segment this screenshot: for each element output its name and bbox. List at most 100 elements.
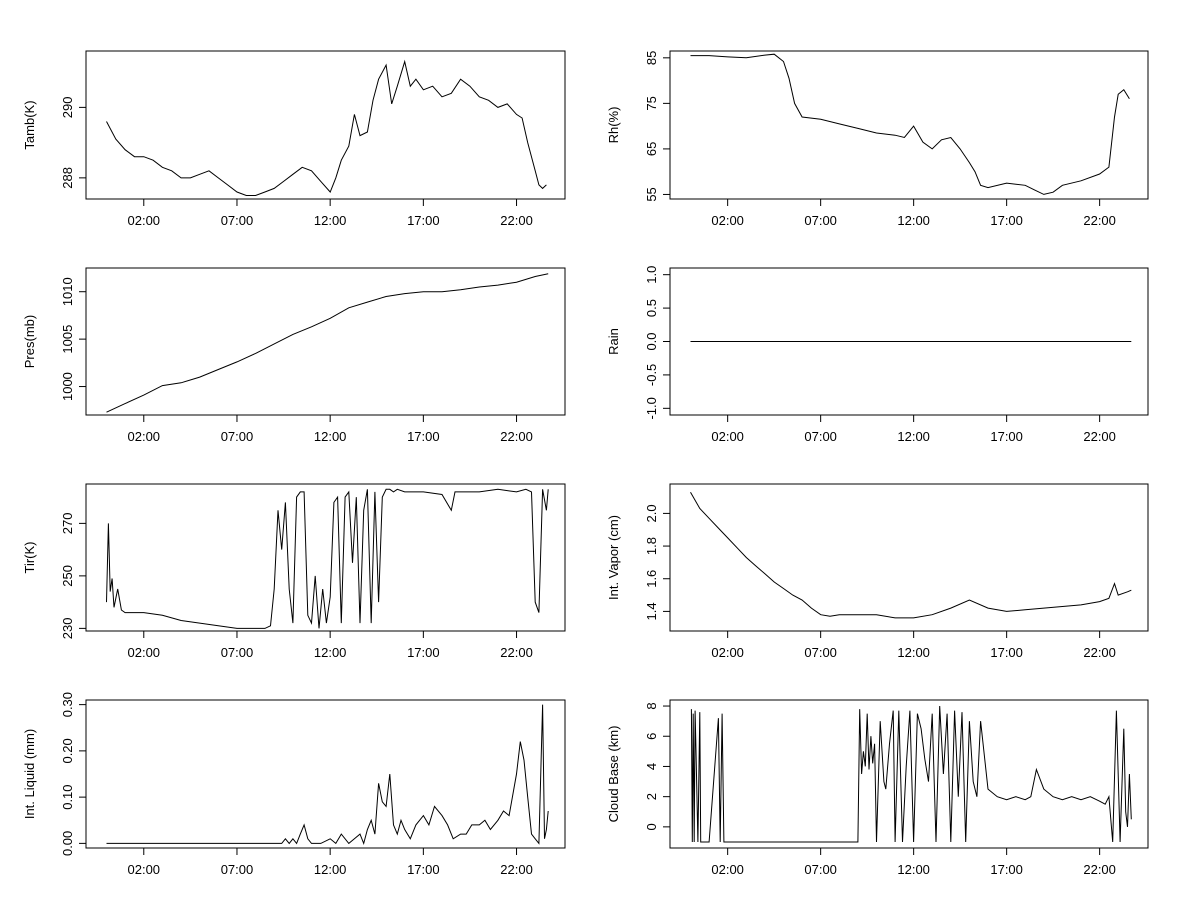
x-tick-label: 02:00 [711, 862, 744, 877]
series-line [690, 491, 1132, 619]
x-tick-label: 17:00 [407, 429, 440, 444]
series-line [106, 273, 549, 413]
y-tick-label: 230 [60, 618, 75, 640]
x-tick-label: 22:00 [1083, 862, 1116, 877]
x-tick-label: 17:00 [407, 862, 440, 877]
y-axis-label: Cloud Base (km) [606, 726, 621, 823]
y-tick-label: 6 [644, 733, 659, 740]
x-tick-label: 17:00 [407, 645, 440, 660]
y-tick-label: 1010 [60, 277, 75, 306]
x-tick-label: 17:00 [990, 213, 1023, 228]
y-axis-label: Rain [606, 328, 621, 355]
y-tick-label: 1.4 [644, 602, 659, 620]
x-tick-label: 07:00 [804, 213, 837, 228]
x-tick-label: 22:00 [1083, 645, 1116, 660]
y-tick-label: 0.30 [60, 692, 75, 717]
x-tick-label: 22:00 [1083, 213, 1116, 228]
series-line [106, 59, 547, 196]
x-tick-label: 12:00 [314, 213, 347, 228]
x-tick-label: 02:00 [128, 862, 161, 877]
plot-frame [669, 699, 1149, 849]
y-tick-label: 0.5 [644, 299, 659, 317]
plot-frame [85, 699, 566, 849]
x-tick-label: 12:00 [314, 862, 347, 877]
y-tick-label: 75 [644, 96, 659, 110]
panel-1: 02:00 07:00 12:00 17:00 22:00 288 290 Tamb(K) [22, 50, 566, 228]
panel-5: 02:00 07:00 12:00 17:00 22:00 230 250 270 Tir(K) [22, 483, 566, 660]
x-tick-label: 02:00 [128, 645, 161, 660]
plot-frame [85, 50, 566, 200]
x-tick-label: 12:00 [314, 429, 347, 444]
y-tick-label: 288 [60, 167, 75, 189]
x-tick-label: 12:00 [897, 645, 930, 660]
x-tick-label: 22:00 [500, 213, 533, 228]
y-tick-label: 0.0 [644, 332, 659, 350]
x-tick-label: 07:00 [221, 213, 254, 228]
y-tick-label: 0 [644, 823, 659, 830]
y-axis-label: Tamb(K) [22, 100, 37, 149]
panel-6: 02:00 07:00 12:00 17:00 22:00 1.4 1.6 1.8 2.0 Int… [606, 483, 1149, 660]
x-tick-label: 12:00 [897, 213, 930, 228]
x-tick-label: 17:00 [990, 429, 1023, 444]
y-axis-label: Int. Liquid (mm) [22, 729, 37, 819]
y-tick-label: 2.0 [644, 504, 659, 522]
y-tick-label: 0.20 [60, 738, 75, 763]
plot-frame [85, 483, 566, 632]
x-tick-label: 07:00 [804, 645, 837, 660]
series-line [690, 705, 1132, 843]
panel-3: 02:00 07:00 12:00 17:00 22:00 1000 1005 1010 Pre… [22, 267, 566, 444]
plot-frame [669, 50, 1149, 200]
x-tick-label: 17:00 [990, 862, 1023, 877]
series-line [106, 704, 549, 845]
x-tick-label: 02:00 [711, 645, 744, 660]
x-tick-label: 17:00 [990, 645, 1023, 660]
y-tick-label: 0.00 [60, 831, 75, 856]
y-tick-label: 55 [644, 187, 659, 201]
y-tick-label: 270 [60, 513, 75, 535]
panel-7: 02:00 07:00 12:00 17:00 22:00 0.00 0.10 0.20 0.3… [22, 692, 566, 877]
panel-2: 02:00 07:00 12:00 17:00 22:00 55 65 75 85 Rh(%) [606, 50, 1149, 228]
x-tick-label: 12:00 [314, 645, 347, 660]
x-tick-label: 22:00 [1083, 429, 1116, 444]
y-tick-label: 1000 [60, 372, 75, 401]
x-tick-label: 07:00 [804, 429, 837, 444]
series-line [106, 488, 549, 629]
y-tick-label: -1.0 [644, 397, 659, 419]
y-axis-label: Int. Vapor (cm) [606, 515, 621, 600]
y-tick-label: 85 [644, 51, 659, 65]
x-tick-label: 02:00 [711, 213, 744, 228]
x-tick-label: 07:00 [221, 429, 254, 444]
panel-4: 02:00 07:00 12:00 17:00 22:00 -1.0 -0.5 0.0 0.5 1… [606, 266, 1149, 444]
y-tick-label: -0.5 [644, 364, 659, 386]
y-tick-label: 8 [644, 702, 659, 709]
y-tick-label: 1.6 [644, 570, 659, 588]
plot-frame [669, 483, 1149, 632]
y-tick-label: 0.10 [60, 784, 75, 809]
y-tick-label: 1.8 [644, 537, 659, 555]
x-tick-label: 07:00 [221, 645, 254, 660]
y-tick-label: 65 [644, 142, 659, 156]
series-line [690, 53, 1130, 195]
x-tick-label: 22:00 [500, 862, 533, 877]
x-tick-label: 17:00 [407, 213, 440, 228]
y-axis-label: Tir(K) [22, 541, 37, 573]
x-tick-label: 02:00 [128, 429, 161, 444]
y-tick-label: 2 [644, 793, 659, 800]
x-tick-label: 07:00 [804, 862, 837, 877]
y-tick-label: 1005 [60, 325, 75, 354]
x-tick-label: 07:00 [221, 862, 254, 877]
x-tick-label: 22:00 [500, 645, 533, 660]
x-tick-label: 22:00 [500, 429, 533, 444]
x-tick-label: 02:00 [128, 213, 161, 228]
y-tick-label: 250 [60, 565, 75, 587]
y-tick-label: 1.0 [644, 266, 659, 284]
plot-frame [85, 267, 566, 416]
y-tick-label: 4 [644, 763, 659, 770]
panel-8: 02:00 07:00 12:00 17:00 22:00 0 2 4 6 8 Cloud Base… [606, 699, 1149, 877]
y-axis-label: Pres(mb) [22, 315, 37, 368]
x-tick-label: 02:00 [711, 429, 744, 444]
y-axis-label: Rh(%) [606, 107, 621, 144]
x-tick-label: 12:00 [897, 429, 930, 444]
x-tick-label: 12:00 [897, 862, 930, 877]
